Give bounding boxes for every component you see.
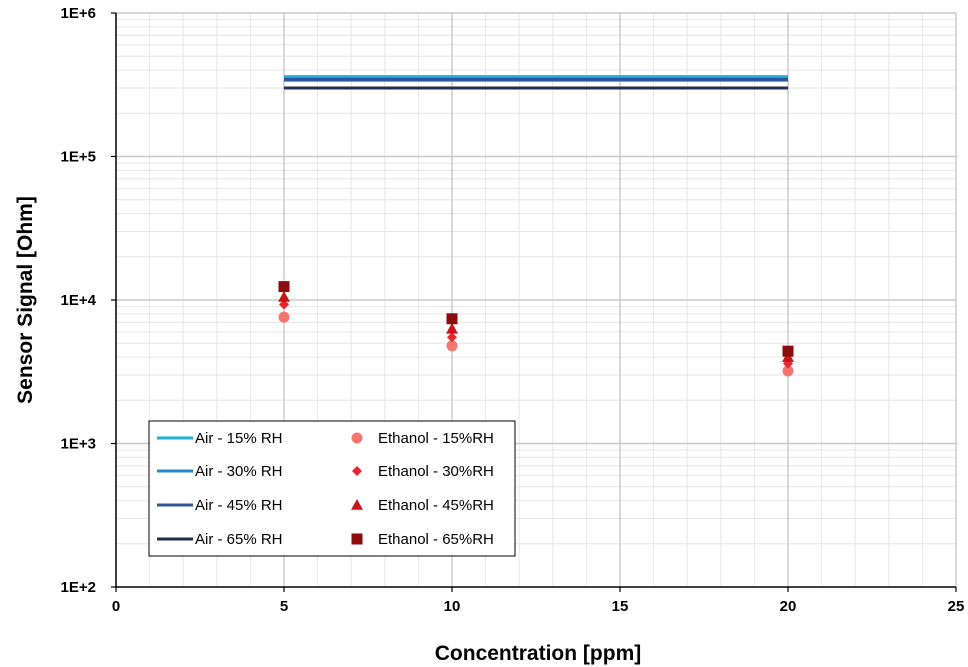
y-axis-title: Sensor Signal [Ohm] (14, 196, 37, 404)
axes (111, 12, 957, 592)
legend-item: Air - 15% RH (157, 430, 283, 447)
data-point (446, 322, 458, 334)
series-6 (278, 290, 794, 362)
y-tick-label: 1E+5 (61, 149, 96, 166)
y-tick-labels: 1E+2 1E+3 1E+4 1E+5 1E+6 (61, 5, 97, 596)
data-point (782, 345, 794, 357)
legend-item: Ethanol - 30%RH (352, 463, 494, 480)
legend-swatch (352, 466, 362, 476)
data-point (279, 299, 289, 310)
legend-item: Ethanol - 65%RH (351, 531, 494, 548)
x-tick-label: 20 (780, 598, 797, 615)
legend-label: Air - 30% RH (195, 463, 283, 480)
legend-item: Ethanol - 45%RH (351, 497, 494, 514)
legend-label: Air - 45% RH (195, 497, 283, 514)
data-point (446, 340, 458, 352)
y-tick-label: 1E+2 (61, 579, 96, 596)
y-tick-label: 1E+4 (61, 292, 97, 309)
legend-box (148, 420, 516, 557)
plot-series (278, 75, 794, 377)
data-point (782, 365, 794, 377)
series-7 (278, 281, 794, 357)
legend: Air - 15% RH Air - 30% RH Air - 45% RH Air … (148, 420, 516, 557)
data-point (447, 332, 457, 343)
x-tick-labels: 0 5 10 15 20 25 (112, 598, 965, 615)
x-tick-label: 5 (280, 598, 288, 615)
legend-label: Ethanol - 15%RH (378, 430, 494, 447)
x-tick-label: 10 (444, 598, 461, 615)
y-tick-label: 1E+6 (61, 5, 96, 22)
legend-label: Air - 15% RH (195, 430, 283, 447)
y-tick-label: 1E+3 (61, 436, 96, 453)
major-gridlines (116, 12, 957, 587)
x-tick-label: 0 (112, 598, 120, 615)
x-tick-label: 15 (612, 598, 629, 615)
legend-swatch (351, 432, 363, 444)
legend-item: Air - 65% RH (157, 531, 283, 548)
legend-item: Air - 30% RH (157, 463, 283, 480)
legend-label: Ethanol - 30%RH (378, 463, 494, 480)
series-4 (278, 311, 794, 377)
legend-swatch (351, 499, 363, 510)
legend-swatch (351, 533, 363, 545)
series-5 (279, 299, 793, 369)
legend-label: Air - 65% RH (195, 531, 283, 548)
x-axis-title: Concentration [ppm] (435, 642, 641, 665)
legend-label: Ethanol - 45%RH (378, 497, 494, 514)
data-point (278, 290, 290, 302)
legend-item: Air - 45% RH (157, 497, 283, 514)
legend-item: Ethanol - 15%RH (351, 430, 494, 447)
data-point (278, 281, 290, 293)
data-point (278, 311, 290, 323)
legend-label: Ethanol - 65%RH (378, 531, 494, 548)
data-point (446, 313, 458, 325)
x-tick-label: 25 (948, 598, 965, 615)
